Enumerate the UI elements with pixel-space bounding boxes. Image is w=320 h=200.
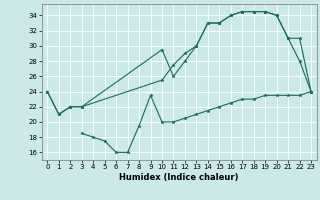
X-axis label: Humidex (Indice chaleur): Humidex (Indice chaleur) — [119, 173, 239, 182]
